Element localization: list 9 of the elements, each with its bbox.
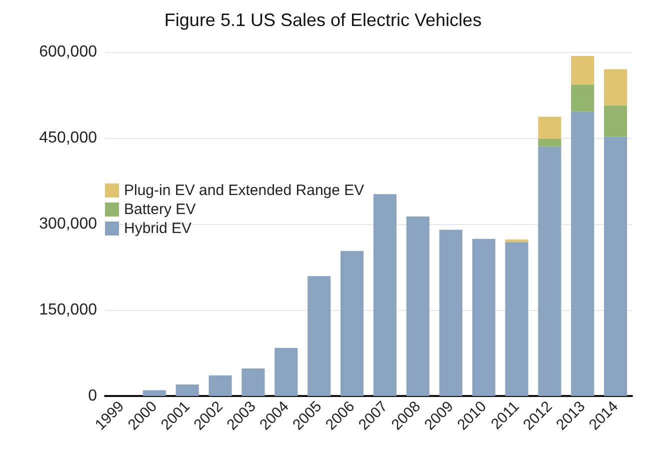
legend-label: Battery EV <box>124 201 196 218</box>
y-tick-label: 600,000 <box>39 44 98 60</box>
y-tick-label: 450,000 <box>39 130 98 146</box>
y-tick-label: 300,000 <box>39 216 98 232</box>
y-tick-label: 0 <box>88 388 98 404</box>
legend-label: Hybrid EV <box>124 220 192 237</box>
y-tick-label: 150,000 <box>39 302 98 318</box>
chart-title: Figure 5.1 US Sales of Electric Vehicles <box>164 10 482 30</box>
legend-label: Plug-in EV and Extended Range EV <box>124 182 364 199</box>
